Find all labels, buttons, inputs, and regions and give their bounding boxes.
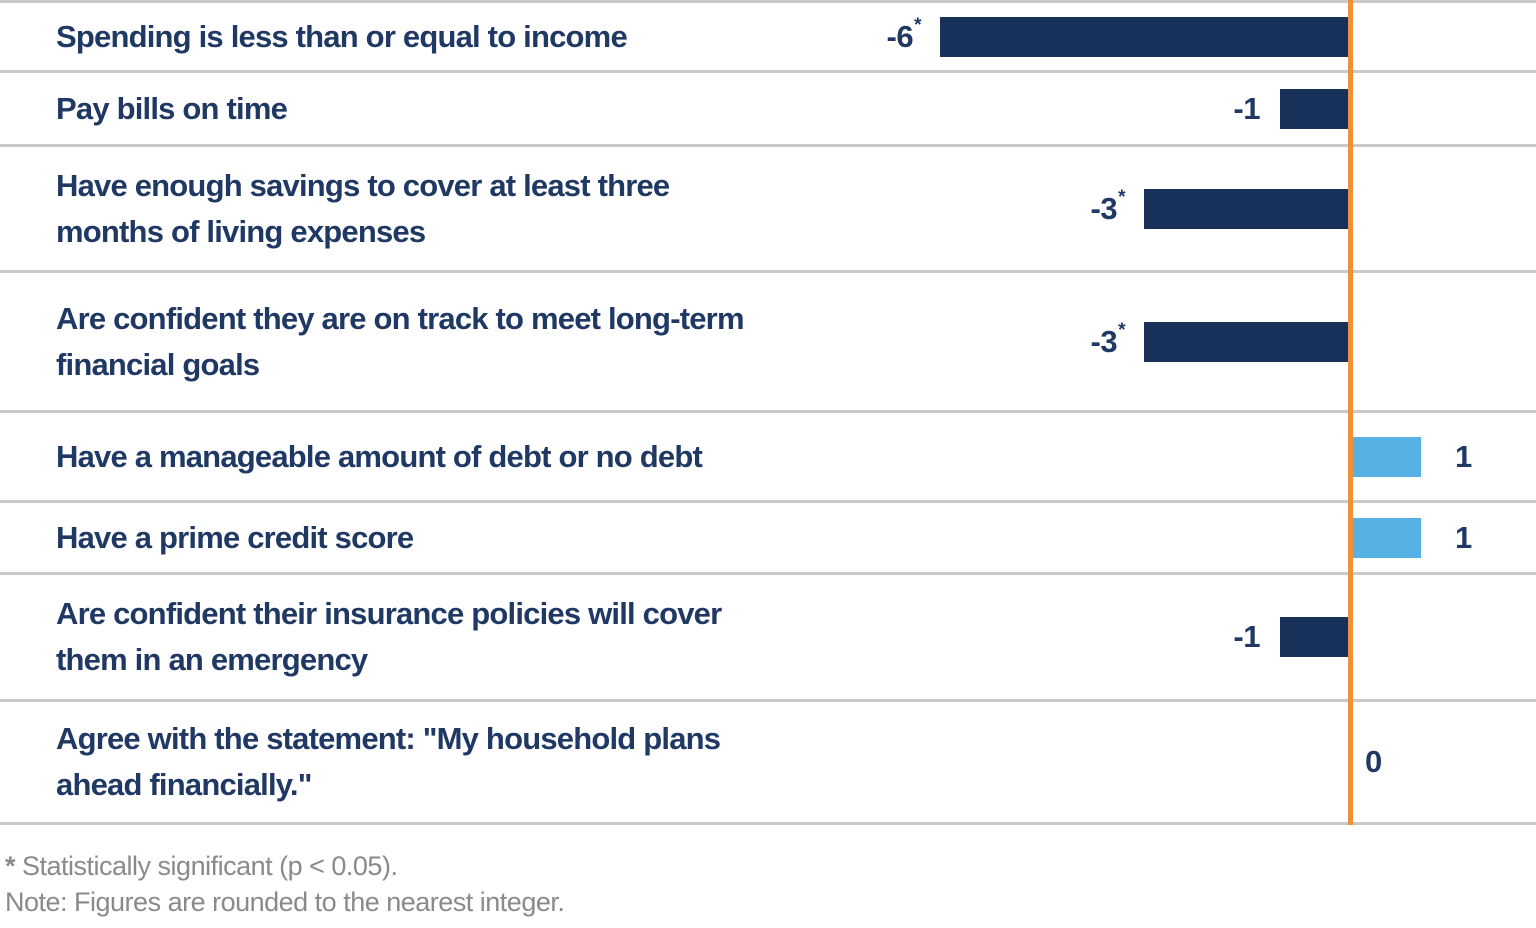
category-label: Are confident they are on track to meet … — [56, 296, 745, 388]
category-label-line: them in an emergency — [56, 642, 368, 677]
chart-row: Agree with the statement: "My household … — [0, 702, 1536, 825]
category-label: Have enough savings to cover at least th… — [56, 163, 670, 255]
value-number: 0 — [1365, 744, 1382, 779]
chart-row: Are confident they are on track to meet … — [0, 273, 1536, 413]
value-number: -3 — [1090, 190, 1118, 226]
category-label: Have a manageable amount of debt or no d… — [56, 434, 703, 480]
value-label: 1 — [1455, 520, 1472, 556]
negative-bar — [1144, 188, 1348, 229]
chart-row: Pay bills on time -1 — [0, 73, 1536, 147]
chart-row: Spending is less than or equal to income… — [0, 3, 1536, 73]
significance-footnote-text: Statistically significant (p < 0.05). — [15, 851, 398, 881]
chart-row: Have a prime credit score 1 — [0, 503, 1536, 575]
category-label-line: Pay bills on time — [56, 90, 288, 126]
value-number: 1 — [1455, 519, 1472, 555]
chart-row: Have a manageable amount of debt or no d… — [0, 413, 1536, 503]
value-number: 1 — [1455, 438, 1472, 474]
significance-asterisk: * — [914, 14, 921, 36]
positive-bar — [1353, 436, 1421, 477]
negative-bar — [1144, 321, 1348, 362]
significance-asterisk: * — [1118, 186, 1125, 208]
zero-axis-line — [1348, 0, 1353, 825]
category-label-line: Are confident their insurance policies w… — [56, 596, 722, 631]
chart-rows-container: Spending is less than or equal to income… — [0, 0, 1536, 825]
negative-bar — [1280, 617, 1348, 657]
category-label: Are confident their insurance policies w… — [56, 591, 722, 683]
category-label-line: Have enough savings to cover at least th… — [56, 167, 670, 203]
value-number: -1 — [1233, 619, 1260, 654]
category-label-line: months of living expenses — [56, 213, 426, 249]
value-label: 0 — [1365, 744, 1382, 780]
category-label: Agree with the statement: "My household … — [56, 716, 721, 808]
value-label: -6* — [886, 15, 922, 55]
category-label: Spending is less than or equal to income — [56, 14, 628, 60]
value-label: -3* — [1090, 187, 1126, 227]
value-label: -1 — [1233, 91, 1260, 127]
value-number: -3 — [1090, 323, 1118, 359]
chart-row: Are confident their insurance policies w… — [0, 575, 1536, 702]
value-label: -1 — [1233, 619, 1260, 655]
category-label-line: Agree with the statement: "My household … — [56, 721, 721, 756]
value-number: -6 — [886, 18, 914, 54]
category-label-line: ahead financially." — [56, 767, 312, 802]
category-label-line: Have a manageable amount of debt or no d… — [56, 438, 703, 474]
category-label-line: Are confident they are on track to meet … — [56, 300, 745, 336]
significance-asterisk: * — [1118, 319, 1125, 341]
rounding-footnote: Note: Figures are rounded to the nearest… — [5, 887, 565, 917]
value-label: 1 — [1455, 439, 1472, 475]
category-label: Have a prime credit score — [56, 515, 414, 561]
footnotes: * Statistically significant (p < 0.05). … — [5, 848, 565, 920]
asterisk-symbol: * — [5, 851, 16, 881]
negative-bar — [940, 16, 1348, 57]
category-label-line: Spending is less than or equal to income — [56, 18, 628, 54]
category-label-line: Have a prime credit score — [56, 519, 414, 555]
positive-bar — [1353, 517, 1421, 558]
value-label: -3* — [1090, 320, 1126, 360]
category-label-line: financial goals — [56, 346, 260, 382]
category-label: Pay bills on time — [56, 86, 288, 132]
chart-row: Have enough savings to cover at least th… — [0, 147, 1536, 273]
significance-footnote: * Statistically significant (p < 0.05). — [5, 848, 564, 884]
negative-bar — [1280, 88, 1348, 129]
value-number: -1 — [1233, 90, 1260, 126]
